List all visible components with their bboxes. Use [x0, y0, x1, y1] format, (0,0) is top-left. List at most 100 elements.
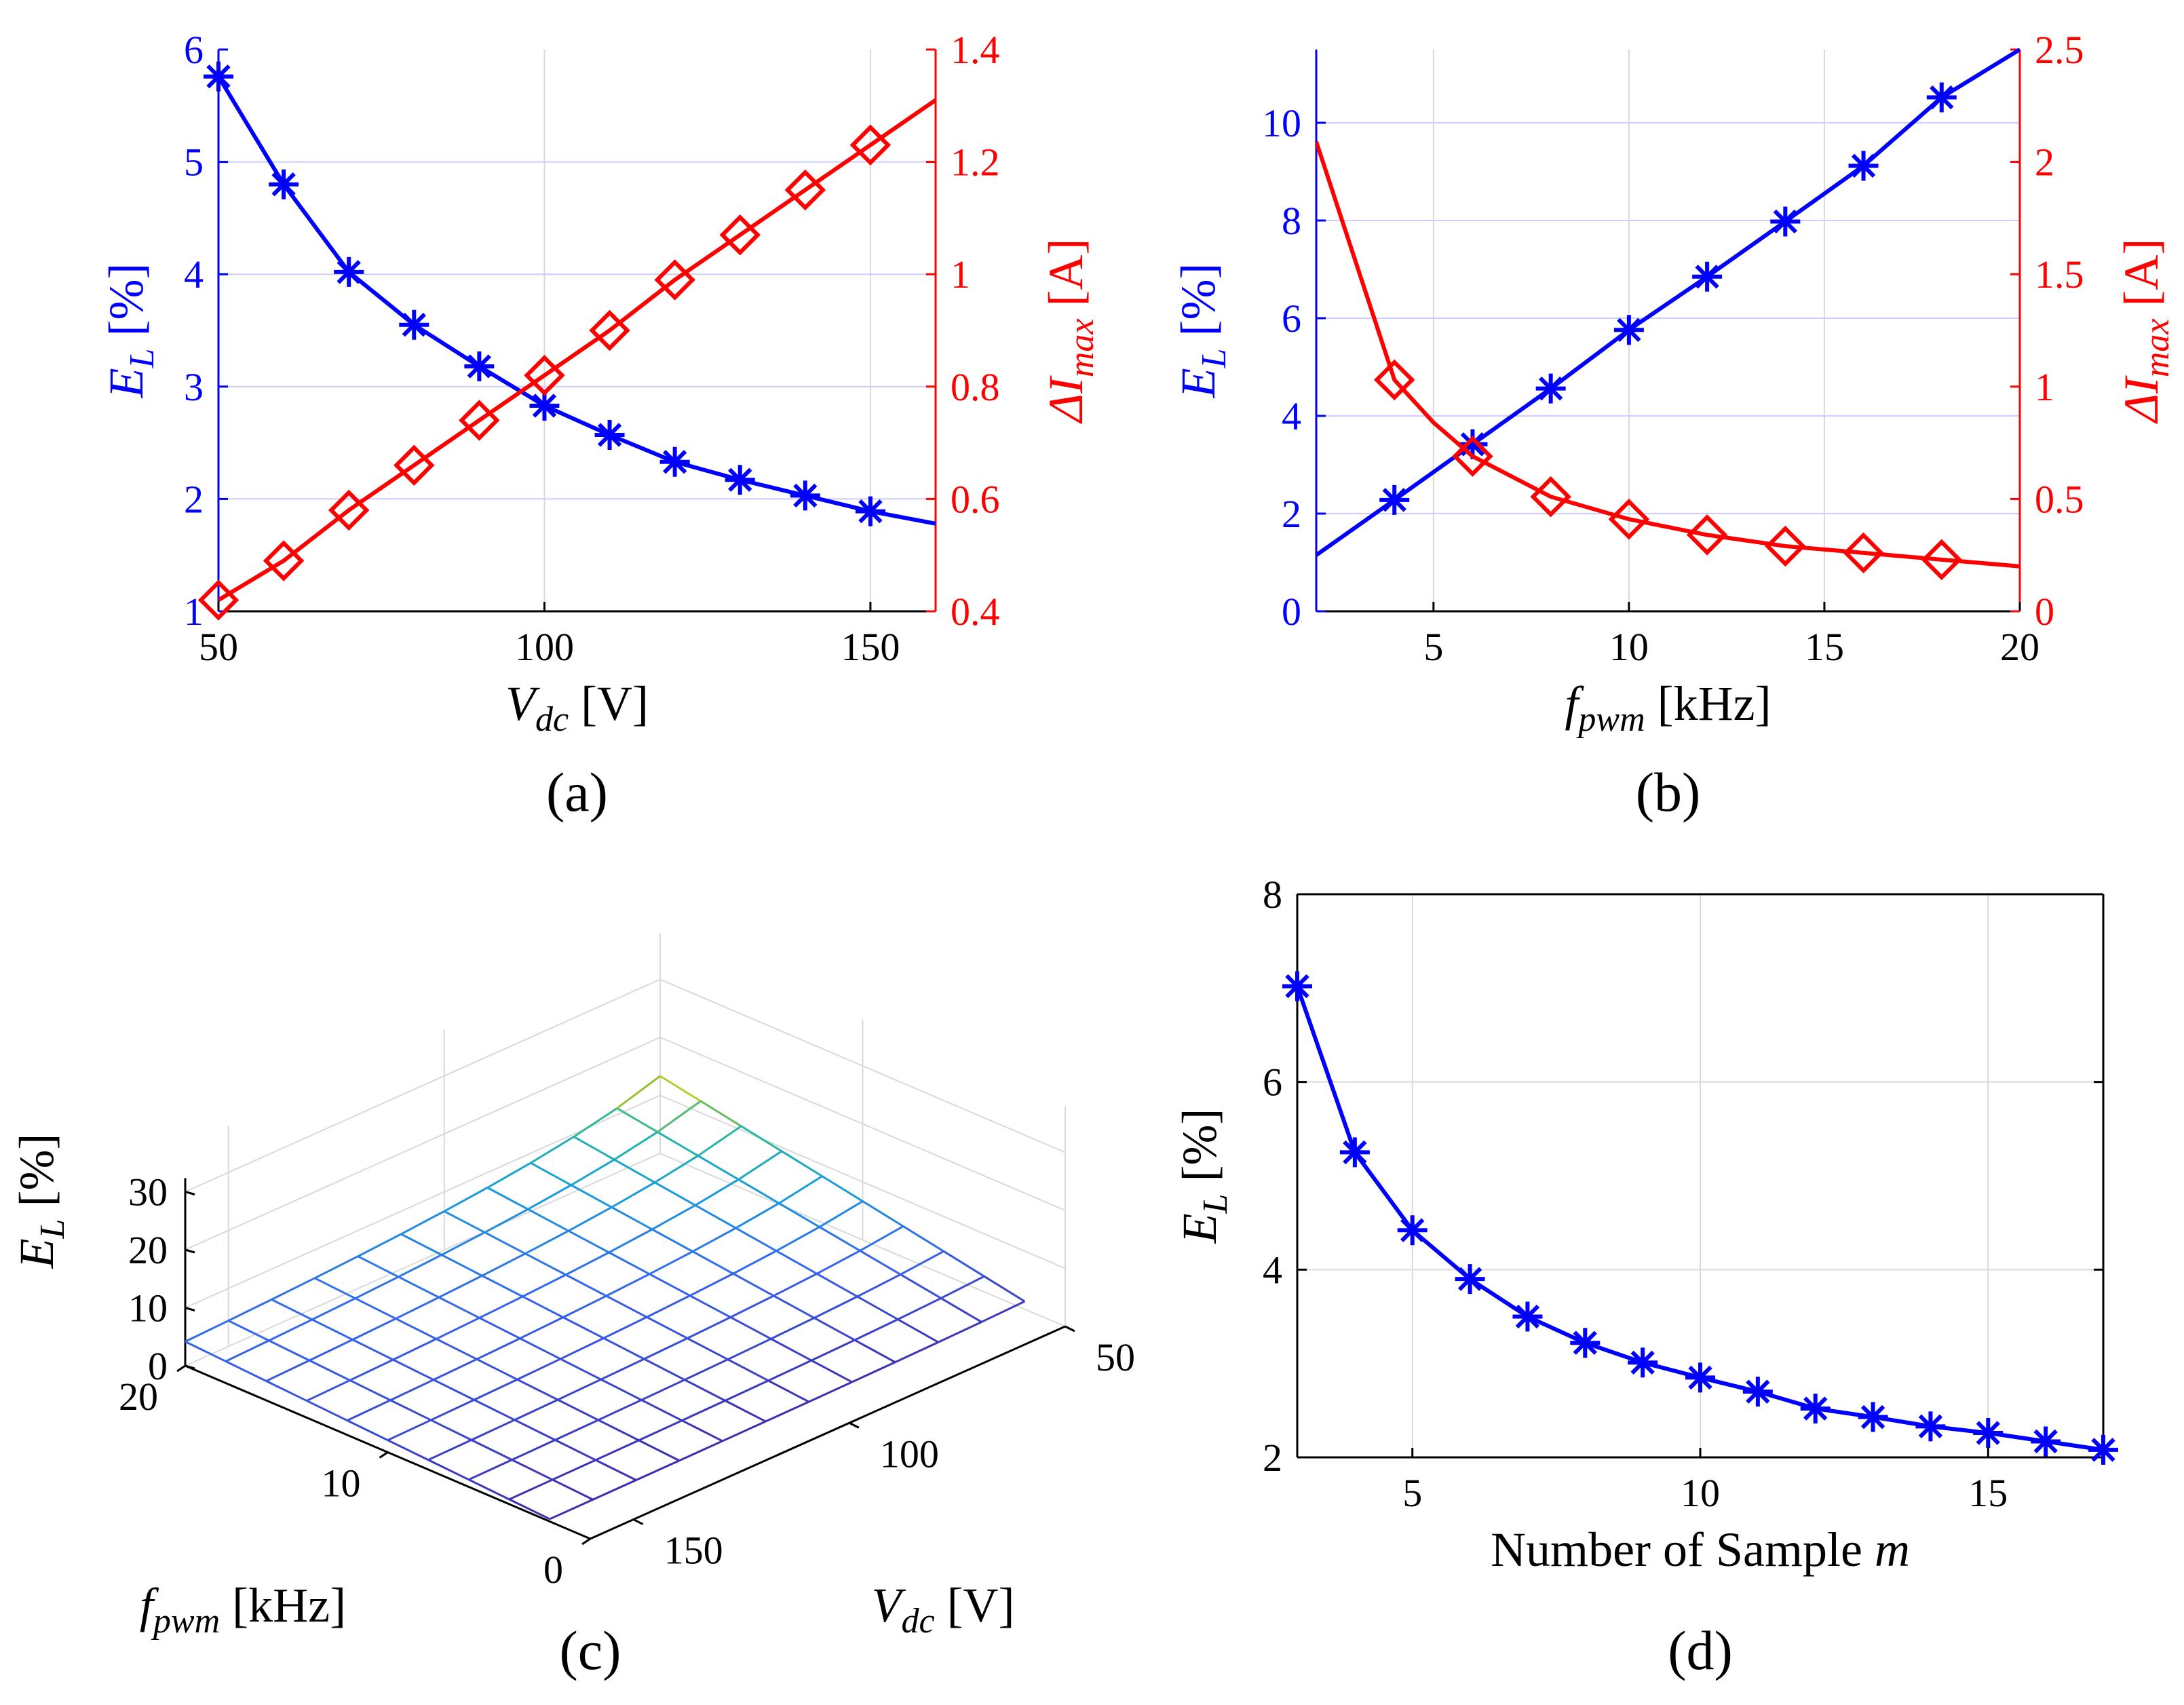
chart-c-vlabel-main: V: [871, 1578, 906, 1632]
chart-c-mesh-line: [271, 1277, 315, 1301]
chart-b-ytick-right-label: 0: [2035, 590, 2054, 634]
chart-a-ytick-right-label: 1.2: [951, 140, 1000, 185]
chart-a-xtick-label: 50: [199, 625, 238, 669]
chart-b-series-1-point: [1921, 539, 1963, 581]
chart-d-xlabel-text: Number of Sample: [1491, 1522, 1875, 1577]
chart-b-ylabel-right-sub: max: [2138, 319, 2177, 378]
chart-c-mesh-line: [603, 1316, 647, 1339]
chart-c-vlabel-unit: [V]: [935, 1578, 1015, 1632]
chart-a-ylabel-right: ΔImax [A]: [1039, 239, 1101, 425]
chart-c-mesh-line: [549, 1498, 594, 1520]
chart-c-vtick: [1065, 1325, 1075, 1333]
chart-b-series-1-line: [1316, 140, 2020, 569]
chart-d-xlabel: Number of Sample m: [1491, 1522, 1910, 1577]
chart-c-mesh-line: [185, 1341, 227, 1362]
chart-c-mesh-line: [659, 1075, 702, 1103]
chart-c-mesh-line: [474, 1378, 518, 1401]
chart-b-series-1-point: [1608, 498, 1650, 540]
chart-c-mesh-line: [775, 1250, 818, 1275]
chart-c-mesh-line: [389, 1399, 432, 1421]
chart-b-series-0-point: [1535, 373, 1566, 404]
chart-c-vtick: [849, 1421, 860, 1429]
chart-c-mesh-line: [484, 1208, 529, 1233]
chart-d-xtick-label: 5: [1402, 1471, 1422, 1515]
chart-a-series-1-point: [328, 489, 370, 531]
chart-c-mesh-line: [940, 1297, 982, 1323]
chart-a-ytick-right-label: 1.4: [951, 28, 1000, 72]
chart-c-mesh-line: [387, 1439, 429, 1461]
chart-c-mesh-line: [268, 1339, 310, 1362]
chart-c-ftick-label: 0: [543, 1548, 563, 1592]
chart-c-mesh-line: [395, 1296, 440, 1320]
chart-c-mesh-line: [727, 1358, 769, 1382]
chart-a-xtick-label: 150: [841, 625, 900, 669]
chart-c-mesh-line: [227, 1299, 272, 1322]
chart-a-series-0-point: [725, 465, 755, 495]
chart-c-mesh-line: [476, 1358, 518, 1381]
chart-a-series-0-point: [269, 169, 299, 199]
chart-c-vaxis: [590, 1325, 1066, 1540]
chart-c-mesh-line: [649, 1250, 693, 1276]
chart-a-xlabel-sub: dc: [535, 700, 569, 739]
chart-c-mesh-line: [900, 1250, 944, 1276]
chart-c-mesh-line: [568, 1229, 610, 1254]
chart-c-vtick-label: 100: [880, 1432, 939, 1476]
chart-a-ytick-right-label: 0.6: [951, 477, 1000, 521]
chart-c-mesh-line: [311, 1297, 356, 1321]
chart-c-mesh-line: [392, 1358, 434, 1381]
chart-b-ylabel-left: EL [%]: [1171, 263, 1233, 399]
chart-c-mesh-line: [602, 1337, 645, 1360]
chart-c: 0 10 20 30 0 10 20 50 100 150 EL [%] fpwm [kHz] Vdc …: [9, 933, 1135, 1681]
chart-c-zlabel-unit: [%]: [9, 1134, 64, 1219]
chart-c-mesh-line: [605, 1295, 648, 1318]
chart-c-mesh-line: [552, 1478, 594, 1501]
chart-a-series-0-point: [529, 390, 560, 421]
chart-c-mesh-line: [687, 1316, 731, 1339]
chart-c-mesh-line: [681, 1400, 726, 1422]
chart-c-mesh-line: [514, 1419, 556, 1441]
chart-a-series-0-line: [218, 75, 936, 526]
chart-c-mesh-line: [354, 1297, 396, 1320]
chart-c-mesh-line: [646, 1316, 688, 1339]
chart-c-mesh-line: [781, 1150, 823, 1177]
chart-c-mesh-line: [819, 1226, 861, 1252]
chart-c-mesh-line: [651, 1228, 693, 1252]
chart-c-mesh-line: [349, 1358, 394, 1381]
chart-c-mesh-line: [600, 1378, 643, 1401]
chart-c-mesh-line: [349, 1379, 391, 1402]
chart-b-xtick-label: 20: [2000, 625, 2039, 669]
chart-d-series-0-point: [1742, 1377, 1773, 1407]
chart-d-ylabel-left: EL [%]: [1172, 1109, 1235, 1244]
chart-c-ftick-label: 20: [119, 1375, 158, 1419]
chart-a-caption: (a): [546, 761, 608, 823]
chart-c-mesh-line: [608, 1251, 650, 1276]
chart-c-mesh-line: [392, 1338, 437, 1361]
chart-c-zlabel: EL [%]: [9, 1134, 72, 1269]
chart-c-mesh-line: [571, 1158, 615, 1187]
chart-c-mesh-line: [441, 1231, 486, 1256]
chart-a-series-1-line: [218, 98, 936, 602]
chart-c-mesh-line: [722, 1420, 767, 1442]
chart-a-series-0-point: [334, 256, 364, 287]
chart-c-mesh-line: [692, 1250, 734, 1275]
chart-c-mesh-line: [347, 1419, 389, 1442]
chart-c-mesh-line: [654, 1155, 699, 1184]
chart-c-mesh-line: [395, 1318, 437, 1340]
chart-c-mesh-line: [573, 1136, 615, 1161]
chart-d-ylabel-left-unit: [%]: [1172, 1109, 1227, 1194]
chart-c-mesh: [185, 1075, 1026, 1520]
chart-c-mesh-line: [441, 1254, 483, 1277]
chart-b-ytick-left-label: 6: [1282, 296, 1301, 341]
chart-c-mesh-line: [595, 1439, 640, 1461]
chart-a-series-0-point: [464, 351, 495, 381]
chart-c-mesh-line: [598, 1399, 643, 1421]
chart-c-mesh-line: [516, 1358, 561, 1381]
chart-c-ztick: [185, 1364, 195, 1370]
chart-c-mesh-line: [981, 1300, 1025, 1323]
chart-a-ytick-left-label: 1: [184, 590, 204, 634]
chart-c-mesh-line: [775, 1226, 820, 1252]
chart-c-mesh-line: [474, 1398, 516, 1421]
chart-c-mesh-line: [770, 1337, 812, 1362]
chart-c-mesh-line: [514, 1398, 558, 1421]
